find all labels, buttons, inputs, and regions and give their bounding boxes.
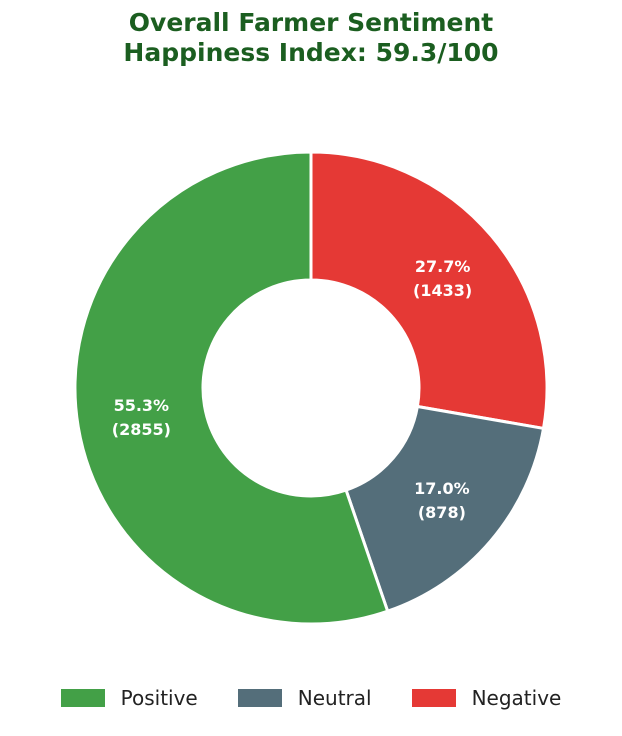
legend-swatch-neutral (237, 689, 282, 707)
label-pct-positive: 55.3% (114, 396, 170, 415)
legend-label-negative: Negative (471, 686, 562, 710)
label-pct-negative: 27.7% (415, 257, 471, 276)
label-pct-neutral: 17.0% (414, 479, 470, 498)
legend-item-positive: Positive (60, 686, 198, 710)
slice-negative (309, 150, 549, 431)
legend-item-negative: Negative (411, 686, 562, 710)
slice-neutral (344, 404, 546, 614)
legend-swatch-positive (60, 689, 105, 707)
legend-label-positive: Positive (120, 686, 198, 710)
chart-title: Overall Farmer Sentiment Happiness Index… (0, 8, 622, 68)
label-count-positive: (2855) (112, 420, 171, 439)
legend-swatch-negative (411, 689, 456, 707)
legend-label-neutral: Neutral (297, 686, 372, 710)
donut-chart: 27.7% (1433) 17.0% (878) 55.3% (2855) (73, 150, 549, 626)
legend: Positive Neutral Negative (0, 686, 622, 710)
legend-item-neutral: Neutral (237, 686, 372, 710)
slice-positive (73, 150, 390, 626)
label-count-negative: (1433) (413, 281, 472, 300)
label-count-neutral: (878) (418, 503, 466, 522)
chart-title-line2: Happiness Index: 59.3/100 (123, 38, 499, 67)
chart-title-line1: Overall Farmer Sentiment (128, 8, 494, 37)
